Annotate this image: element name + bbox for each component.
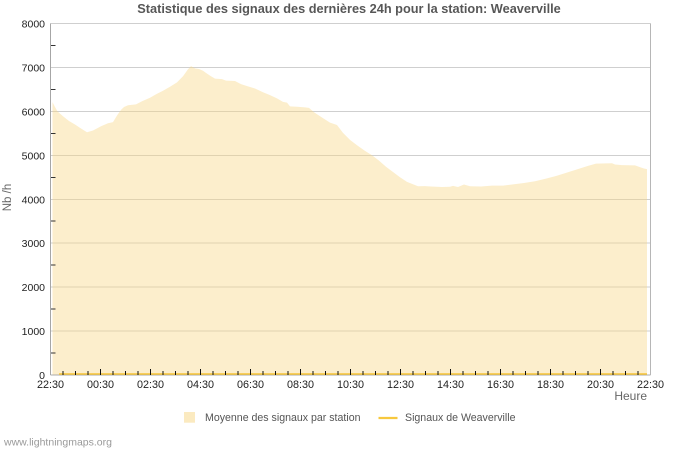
- svg-text:Signaux de Weaverville: Signaux de Weaverville: [405, 412, 516, 424]
- svg-text:8000: 8000: [22, 19, 46, 31]
- svg-text:4000: 4000: [22, 194, 46, 206]
- svg-text:14:30: 14:30: [437, 379, 464, 391]
- svg-text:6000: 6000: [22, 106, 46, 118]
- svg-text:02:30: 02:30: [137, 379, 164, 391]
- svg-text:3000: 3000: [22, 238, 46, 250]
- svg-text:22:30: 22:30: [37, 379, 64, 391]
- svg-text:06:30: 06:30: [237, 379, 264, 391]
- svg-text:Statistique des signaux des de: Statistique des signaux des dernières 24…: [137, 1, 561, 16]
- svg-text:5000: 5000: [22, 150, 46, 162]
- svg-text:18:30: 18:30: [537, 379, 564, 391]
- svg-text:Moyenne des signaux par statio: Moyenne des signaux par station: [205, 412, 361, 424]
- svg-text:10:30: 10:30: [337, 379, 364, 391]
- svg-text:2000: 2000: [22, 282, 46, 294]
- svg-text:1000: 1000: [22, 326, 46, 338]
- svg-text:Heure: Heure: [614, 389, 647, 403]
- svg-text:0: 0: [39, 370, 45, 382]
- svg-text:00:30: 00:30: [87, 379, 114, 391]
- svg-text:7000: 7000: [22, 62, 46, 74]
- svg-text:Nb /h: Nb /h: [2, 184, 14, 212]
- svg-text:08:30: 08:30: [287, 379, 314, 391]
- svg-text:22:30: 22:30: [637, 379, 664, 391]
- svg-text:20:30: 20:30: [587, 379, 614, 391]
- svg-text:16:30: 16:30: [487, 379, 514, 391]
- svg-text:12:30: 12:30: [387, 379, 414, 391]
- svg-text:www.lightningmaps.org: www.lightningmaps.org: [3, 437, 112, 449]
- svg-text:04:30: 04:30: [187, 379, 214, 391]
